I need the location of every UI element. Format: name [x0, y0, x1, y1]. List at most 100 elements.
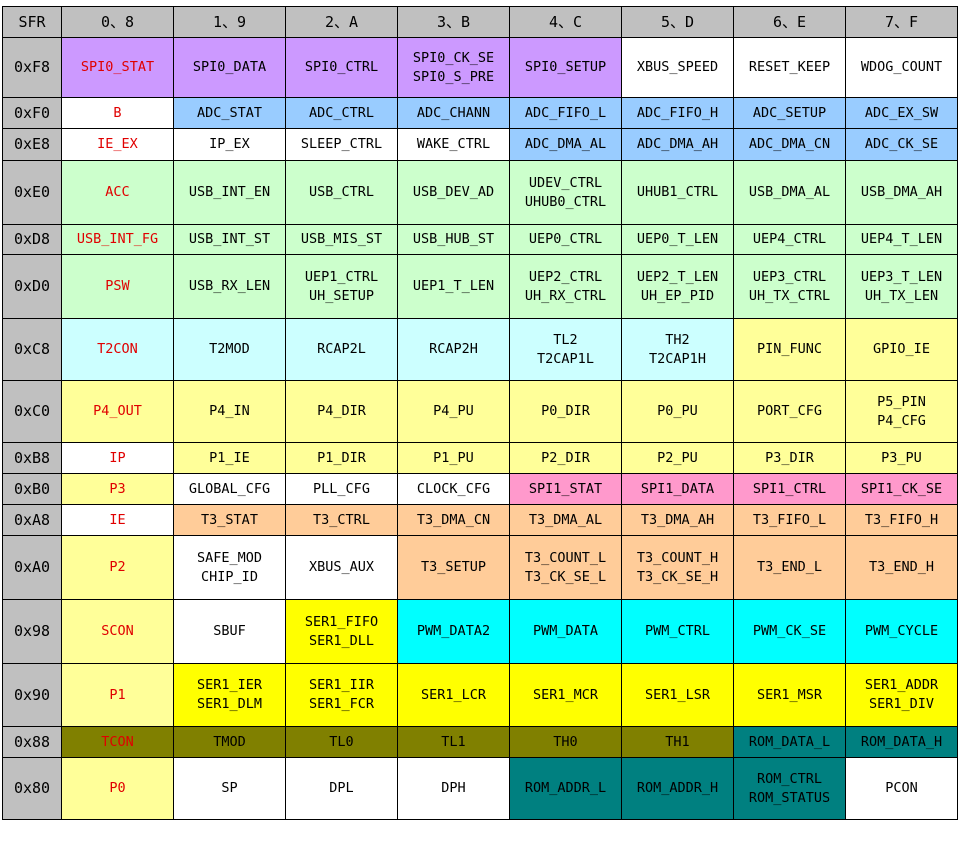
register-cell: USB_INT_FG: [61, 224, 174, 255]
register-name: T2CON: [97, 341, 138, 357]
register-row: 0x98 SCON SBUF SER1_FIFO SER1_DLL PWM_DATA2 PW…: [2, 599, 958, 664]
register-cell: SER1_MSR: [733, 663, 846, 727]
register-cell: T2CON: [61, 318, 174, 381]
row-address: 0xE0: [2, 160, 62, 225]
register-cell: IP: [61, 442, 174, 474]
register-cell: ADC_DMA_AH: [621, 128, 734, 161]
register-name: UEP1_CTRL: [304, 268, 379, 285]
register-name: UHUB1_CTRL: [636, 184, 719, 200]
register-name: USB_RX_LEN: [188, 278, 271, 294]
column-header-0-8: 0、8: [61, 6, 174, 38]
register-name: T2CAP1L: [537, 350, 594, 367]
register-name: P4_CFG: [877, 412, 926, 429]
register-name: USB_CTRL: [308, 184, 375, 200]
register-name: RESET_KEEP: [748, 59, 831, 75]
register-cell: CLOCK_CFG: [397, 473, 510, 505]
row-address: 0xD8: [2, 224, 62, 255]
register-cell: SPI1_STAT: [509, 473, 622, 505]
register-cell: PWM_DATA: [509, 599, 622, 664]
register-cell: UEP1_T_LEN: [397, 254, 510, 319]
register-name: T3_CK_SE_H: [636, 568, 719, 585]
register-name: ADC_SETUP: [752, 104, 827, 121]
register-name: P5_PIN: [877, 393, 926, 410]
register-name: T2MOD: [209, 341, 250, 357]
register-cell: ADC_CTRL: [285, 97, 398, 129]
register-cell: UHUB1_CTRL: [621, 160, 734, 225]
register-cell: ROM_CTRL ROM_STATUS: [733, 757, 846, 820]
row-address: 0xB8: [2, 442, 62, 474]
register-name: SER1_LSR: [644, 686, 711, 703]
register-cell: P3_PU: [845, 442, 958, 474]
register-name: T3_CTRL: [313, 511, 370, 528]
register-cell: SER1_MCR: [509, 663, 622, 727]
register-cell: USB_RX_LEN: [173, 254, 286, 319]
register-cell: TH2 T2CAP1H: [621, 318, 734, 381]
register-cell: IE_EX: [61, 128, 174, 161]
register-cell: P0_DIR: [509, 380, 622, 443]
register-cell: UEP0_T_LEN: [621, 224, 734, 255]
register-name: T3_DMA_CN: [416, 511, 491, 528]
register-cell: UEP3_CTRL UH_TX_CTRL: [733, 254, 846, 319]
register-name: PWM_DATA2: [416, 623, 491, 639]
register-name: UH_EP_PID: [640, 287, 715, 304]
register-name: P4_OUT: [93, 403, 142, 419]
register-name: WDOG_COUNT: [860, 59, 943, 75]
register-name: P1_DIR: [317, 449, 366, 466]
register-name: IE_EX: [97, 136, 138, 152]
register-name: RCAP2H: [429, 341, 478, 357]
register-name: ADC_CK_SE: [864, 136, 939, 152]
register-name: UEP4_CTRL: [752, 231, 827, 247]
register-cell: PCON: [845, 757, 958, 820]
register-row: 0xC8 T2CON T2MOD RCAP2L RCAP2H TL2 T2CAP1L TH2 T…: [2, 318, 958, 381]
register-cell: USB_DMA_AH: [845, 160, 958, 225]
register-name: PCON: [885, 780, 918, 796]
register-name: SAFE_MOD: [196, 549, 263, 566]
register-name: PWM_CYCLE: [864, 623, 939, 639]
register-name: T3_FIFO_H: [864, 511, 939, 528]
register-name: UEP3_T_LEN: [860, 268, 943, 285]
register-name: ADC_FIFO_L: [524, 104, 607, 121]
register-name: SP: [221, 780, 238, 796]
register-cell: SBUF: [173, 599, 286, 664]
register-name: UEP0_T_LEN: [636, 231, 719, 247]
register-cell: IE: [61, 504, 174, 536]
register-name: IE: [109, 511, 126, 528]
register-name: PWM_CK_SE: [752, 623, 827, 639]
register-cell: USB_HUB_ST: [397, 224, 510, 255]
register-cell: ADC_FIFO_H: [621, 97, 734, 129]
register-row: 0xE8 IE_EX IP_EX SLEEP_CTRL WAKE_CTRL ADC_DMA…: [2, 128, 958, 161]
register-name: PSW: [105, 278, 130, 294]
register-cell: PWM_CYCLE: [845, 599, 958, 664]
register-cell: SPI1_CK_SE: [845, 473, 958, 505]
register-cell: P1_IE: [173, 442, 286, 474]
register-cell: ROM_ADDR_H: [621, 757, 734, 820]
register-cell: SER1_LCR: [397, 663, 510, 727]
register-name: XBUS_SPEED: [636, 59, 719, 75]
register-cell: USB_DMA_AL: [733, 160, 846, 225]
register-cell: TL1: [397, 726, 510, 758]
register-cell: PIN_FUNC: [733, 318, 846, 381]
register-name: SPI1_CTRL: [752, 480, 827, 497]
register-name: TH0: [553, 733, 578, 750]
register-name: DPL: [329, 780, 354, 796]
register-name: B: [113, 104, 122, 121]
register-cell: P3_DIR: [733, 442, 846, 474]
row-address: 0x80: [2, 757, 62, 820]
register-name: ADC_CTRL: [308, 104, 375, 121]
register-name: P4_IN: [209, 403, 250, 419]
register-name: ROM_ADDR_H: [636, 780, 719, 796]
register-name: UH_TX_LEN: [864, 287, 939, 304]
register-name: ROM_ADDR_L: [524, 780, 607, 796]
register-name: ADC_EX_SW: [864, 104, 939, 121]
register-name: SER1_MCR: [532, 686, 599, 703]
register-name: T3_END_H: [868, 559, 935, 575]
register-row: 0x90 P1 SER1_IER SER1_DLM SER1_IIR SER1_FCR SE…: [2, 663, 958, 727]
register-name: SPI1_CK_SE: [860, 480, 943, 497]
row-address: 0xC0: [2, 380, 62, 443]
register-name: USB_DEV_AD: [412, 184, 495, 200]
register-name: SER1_DIV: [868, 696, 935, 712]
register-name: PORT_CFG: [756, 403, 823, 419]
register-name: ADC_DMA_AH: [636, 136, 719, 152]
register-name: T3_DMA_AL: [528, 511, 603, 528]
register-cell: ADC_STAT: [173, 97, 286, 129]
